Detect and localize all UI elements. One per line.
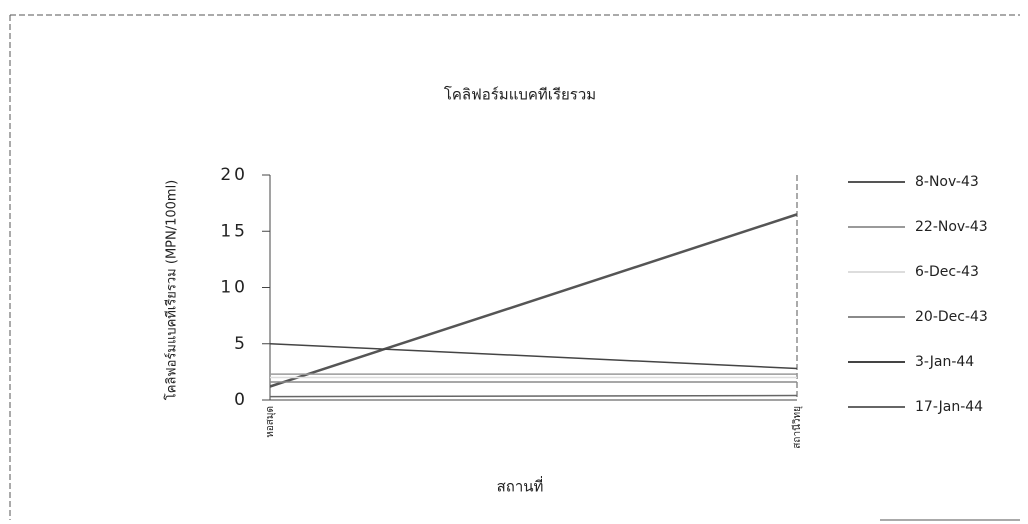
x-tick-label: สถานีวิทยุ: [791, 406, 803, 449]
series-line: [269, 343, 798, 370]
legend-label: 22-Nov-43: [915, 219, 988, 235]
x-axis-label: สถานที่: [497, 476, 544, 496]
y-tick-label: 20: [220, 165, 248, 185]
series-line: [269, 394, 798, 398]
series-line: [269, 213, 798, 388]
x-tick-label: หอสมุด: [265, 406, 276, 438]
y-tick-label: 0: [234, 390, 248, 410]
chart-title: โคลิฟอร์มแบคทีเรียรวม: [444, 86, 596, 104]
y-axis-label: โคลิฟอร์มแบคทีเรียรวม (MPN/100ml): [164, 180, 180, 401]
legend-label: 20-Dec-43: [915, 309, 988, 325]
legend-label: 3-Jan-44: [915, 354, 974, 370]
legend-label: 6-Dec-43: [915, 264, 979, 280]
y-tick-label: 10: [220, 278, 248, 298]
legend-label: 17-Jan-44: [915, 399, 983, 415]
y-tick-label: 15: [220, 221, 248, 241]
legend-label: 8-Nov-43: [915, 174, 979, 190]
y-tick-label: 5: [234, 334, 248, 354]
